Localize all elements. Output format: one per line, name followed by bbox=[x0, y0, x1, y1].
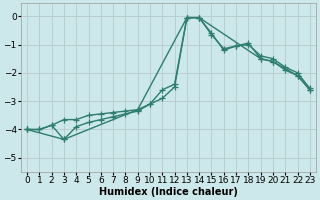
X-axis label: Humidex (Indice chaleur): Humidex (Indice chaleur) bbox=[99, 187, 238, 197]
